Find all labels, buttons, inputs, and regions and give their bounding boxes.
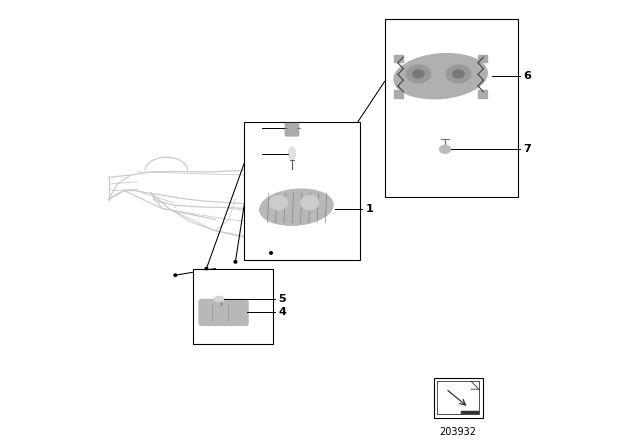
- Ellipse shape: [214, 297, 224, 302]
- Bar: [244, 121, 360, 260]
- Ellipse shape: [453, 70, 464, 78]
- Bar: [394, 55, 403, 62]
- Text: 5: 5: [278, 294, 286, 304]
- Ellipse shape: [406, 65, 431, 83]
- Ellipse shape: [234, 261, 237, 263]
- Bar: [479, 55, 488, 62]
- Bar: [385, 19, 518, 197]
- Text: 7: 7: [524, 144, 531, 154]
- Ellipse shape: [269, 252, 273, 254]
- Ellipse shape: [301, 196, 319, 210]
- Ellipse shape: [440, 145, 451, 153]
- Ellipse shape: [260, 189, 333, 225]
- Ellipse shape: [205, 267, 208, 270]
- Ellipse shape: [289, 147, 296, 160]
- Text: 203932: 203932: [440, 426, 477, 437]
- Ellipse shape: [413, 70, 424, 78]
- Bar: [433, 378, 483, 418]
- FancyBboxPatch shape: [199, 300, 248, 325]
- Ellipse shape: [446, 65, 470, 83]
- Text: 1: 1: [365, 204, 373, 215]
- Ellipse shape: [394, 54, 487, 99]
- FancyBboxPatch shape: [285, 124, 299, 136]
- Text: 2: 2: [246, 149, 253, 159]
- Bar: [479, 90, 488, 98]
- Text: 4: 4: [278, 307, 287, 318]
- Bar: [193, 268, 273, 344]
- Bar: [394, 90, 403, 98]
- Ellipse shape: [269, 196, 287, 210]
- Text: 6: 6: [524, 71, 531, 81]
- Ellipse shape: [174, 274, 177, 276]
- Text: 3: 3: [246, 123, 253, 133]
